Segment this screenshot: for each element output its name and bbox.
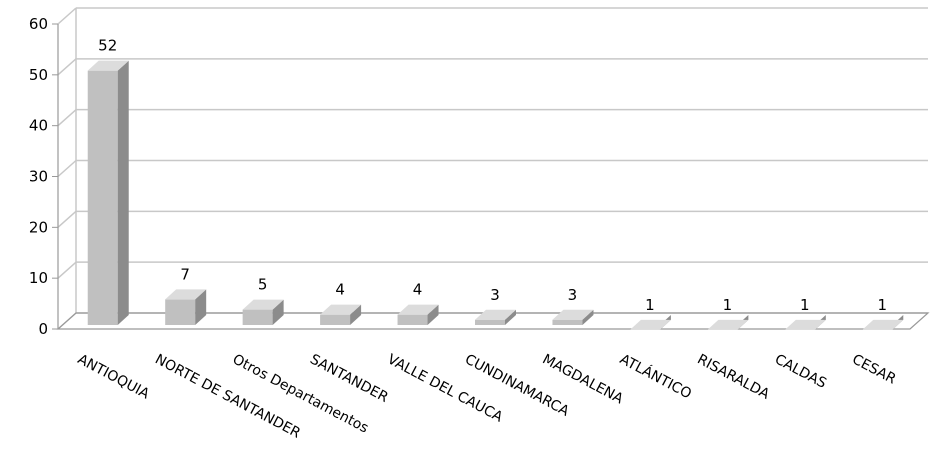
bar-front xyxy=(397,314,428,325)
bar xyxy=(862,315,904,330)
bar xyxy=(629,315,671,330)
bar xyxy=(784,315,826,330)
gridlines xyxy=(57,7,928,330)
x-category-label: CALDAS xyxy=(772,351,829,392)
bar-side xyxy=(195,289,207,325)
bar-top xyxy=(320,304,362,315)
y-tick-label: 0 xyxy=(38,320,48,338)
bar-top xyxy=(707,319,749,330)
bar-top xyxy=(475,309,516,320)
bar-top xyxy=(165,289,207,300)
x-category-label: CESAR xyxy=(849,351,898,387)
bar-front xyxy=(242,309,273,325)
y-tick-label: 60 xyxy=(29,15,48,33)
bar-side xyxy=(582,309,594,325)
bar xyxy=(87,60,129,326)
bar-top xyxy=(862,319,904,330)
data-label: 52 xyxy=(98,37,117,55)
gridline-depth xyxy=(57,210,77,228)
data-labels: 52 7 5 4 4 3 3 1 1 1 1 xyxy=(98,37,887,314)
y-tick-label: 40 xyxy=(29,117,48,135)
bar xyxy=(397,304,439,325)
chart-floor xyxy=(56,312,930,330)
gridline-depth xyxy=(57,261,77,279)
bar-top xyxy=(552,309,594,320)
bar-front xyxy=(552,319,583,325)
bar xyxy=(320,304,362,325)
bar xyxy=(552,309,594,325)
data-label: 1 xyxy=(800,296,810,314)
bar-side xyxy=(117,60,129,326)
x-category-label: NORTE DE SANTANDER xyxy=(152,351,303,441)
bar-top xyxy=(242,299,284,310)
x-category-label: ANTIOQUIA xyxy=(75,351,152,402)
data-label: 7 xyxy=(180,265,190,283)
bar-top xyxy=(397,304,439,315)
bar-top xyxy=(629,319,671,330)
bar xyxy=(165,289,207,325)
bars xyxy=(87,60,904,330)
data-label: 5 xyxy=(258,276,268,294)
data-label: 3 xyxy=(568,286,578,304)
y-tick-label: 20 xyxy=(29,218,48,236)
bar xyxy=(707,315,749,330)
bar-side xyxy=(427,304,439,325)
bar-top xyxy=(784,319,826,330)
y-tick-label: 30 xyxy=(29,168,48,186)
bar-front xyxy=(165,299,196,325)
bar-side xyxy=(505,309,516,325)
x-category-label: ATLÁNTICO xyxy=(617,351,694,403)
bar-side xyxy=(272,299,284,325)
gridline-depth xyxy=(57,109,77,127)
data-label: 1 xyxy=(645,296,655,314)
bar xyxy=(242,299,284,325)
x-category-label: Otros Departamentos xyxy=(230,351,371,436)
x-category-label: RISARALDA xyxy=(694,351,772,403)
gridline-depth xyxy=(57,159,77,178)
gridline-depth xyxy=(57,58,77,76)
gridline-depth xyxy=(57,7,77,25)
y-tick-label: 50 xyxy=(29,66,48,84)
y-tick-label: 10 xyxy=(29,269,48,287)
data-label: 3 xyxy=(490,286,500,304)
bar-front xyxy=(320,314,351,325)
axes: 0 10 20 30 40 50 60 xyxy=(29,15,930,338)
bar-front xyxy=(475,319,505,325)
data-label: 1 xyxy=(723,296,733,314)
data-label: 4 xyxy=(413,281,423,299)
bar-top xyxy=(87,60,129,71)
bar-front xyxy=(87,70,118,326)
data-label: 1 xyxy=(877,296,887,314)
data-label: 4 xyxy=(335,281,345,299)
bar xyxy=(475,309,516,325)
bar-side xyxy=(350,304,362,325)
